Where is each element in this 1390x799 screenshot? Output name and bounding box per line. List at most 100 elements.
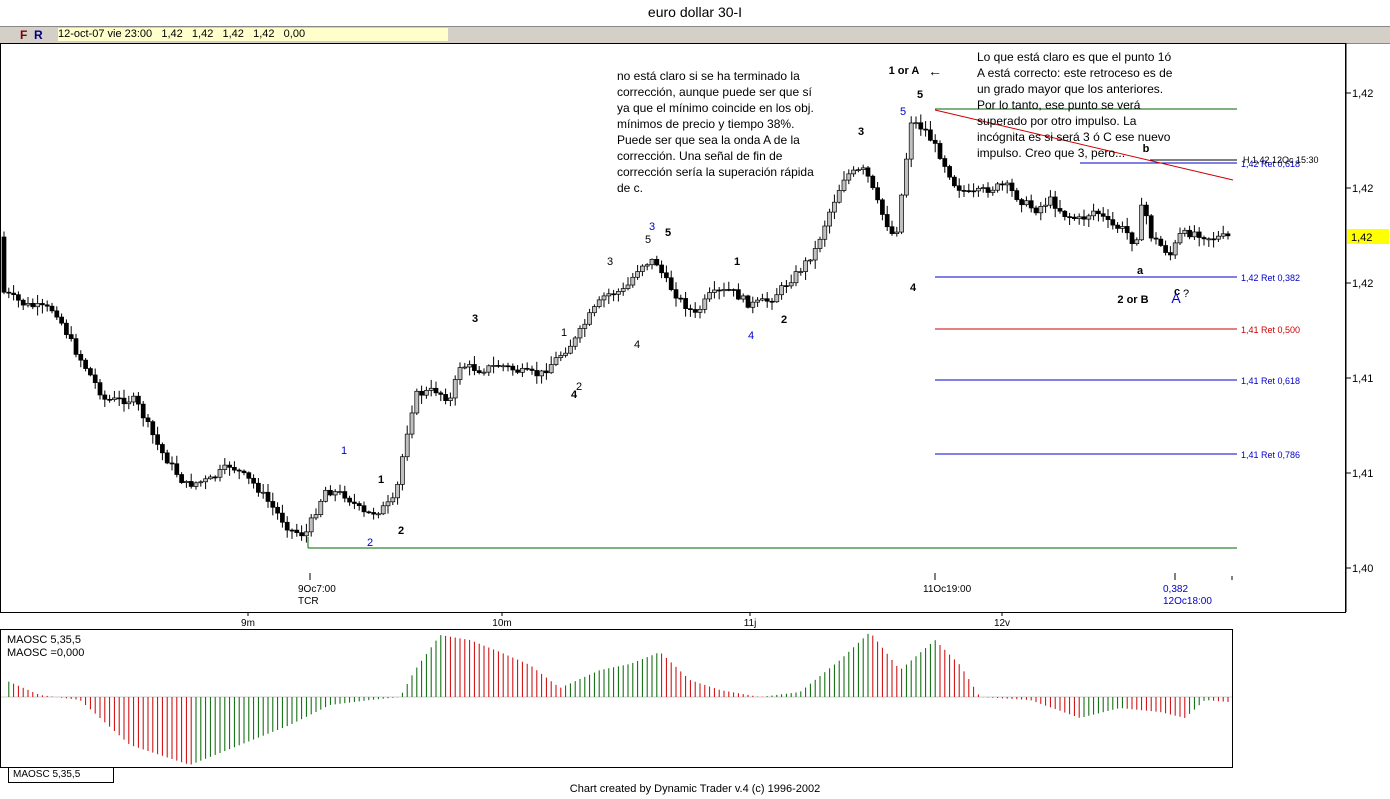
candle-body bbox=[673, 289, 679, 299]
wave-label: 1 bbox=[561, 327, 567, 339]
candle-body bbox=[668, 277, 674, 290]
candle-body bbox=[928, 129, 933, 141]
candle-body bbox=[169, 462, 175, 465]
candle-body bbox=[1110, 219, 1116, 226]
candle-body bbox=[203, 478, 208, 483]
candle-body bbox=[92, 374, 98, 383]
candle-body bbox=[553, 357, 559, 365]
candle-body bbox=[1144, 204, 1149, 217]
candle-body bbox=[347, 497, 352, 503]
candle-body bbox=[524, 367, 530, 370]
x-tick-label: 9m bbox=[241, 618, 255, 629]
candle-body bbox=[35, 303, 40, 308]
candle-body bbox=[136, 395, 141, 405]
candle-body bbox=[702, 298, 708, 310]
r-button[interactable]: R bbox=[34, 28, 43, 42]
candle-body bbox=[539, 370, 544, 377]
candle-body bbox=[606, 293, 612, 297]
candle-body bbox=[577, 328, 583, 339]
candle-body bbox=[212, 476, 218, 479]
candle-body bbox=[126, 401, 132, 405]
candle-body bbox=[534, 370, 540, 377]
candle-body bbox=[908, 122, 914, 160]
candle-body bbox=[865, 167, 871, 177]
candle-body bbox=[294, 529, 300, 533]
candle-body bbox=[313, 514, 319, 519]
candle-body bbox=[1158, 238, 1164, 246]
wave-label: 2 bbox=[576, 381, 582, 393]
wave-label: 3 bbox=[858, 126, 864, 138]
candle-body bbox=[841, 179, 847, 191]
wave-label: A bbox=[1171, 290, 1181, 306]
wave-label: 5 bbox=[917, 89, 923, 101]
candle-body bbox=[496, 365, 501, 367]
candle-body bbox=[284, 521, 290, 531]
candle-body bbox=[1057, 208, 1063, 212]
candle-body bbox=[544, 370, 549, 374]
candle-body bbox=[904, 158, 909, 196]
candle-body bbox=[236, 469, 242, 472]
candle-body bbox=[1100, 213, 1106, 217]
candle-body bbox=[491, 365, 496, 367]
candle-body bbox=[745, 295, 751, 308]
candle-body bbox=[97, 382, 103, 396]
y-tick-label: 1,41 bbox=[1352, 373, 1373, 385]
candles bbox=[1, 114, 1231, 543]
candle-body bbox=[817, 238, 823, 249]
candle-body bbox=[361, 505, 367, 513]
candle-body bbox=[308, 517, 314, 533]
candle-body bbox=[726, 289, 732, 291]
candle-body bbox=[1206, 238, 1212, 241]
candle-body bbox=[716, 289, 722, 292]
time-mark-label: 11Oc19:00 bbox=[923, 584, 972, 595]
candle-body bbox=[275, 506, 280, 514]
fib-label: 1,41 Ret 0,618 bbox=[1241, 376, 1300, 386]
candle-body bbox=[1187, 229, 1192, 238]
candle-body bbox=[692, 309, 698, 313]
wave-label: 2 bbox=[367, 537, 373, 549]
candle-body bbox=[851, 169, 856, 175]
candle-body bbox=[1033, 207, 1039, 214]
wave-label: 3 bbox=[472, 313, 478, 325]
candle-body bbox=[644, 264, 650, 267]
candle-body bbox=[683, 298, 688, 309]
candle-body bbox=[880, 199, 885, 215]
candle-body bbox=[419, 390, 424, 396]
candle-body bbox=[438, 392, 444, 395]
candle-body bbox=[870, 175, 876, 189]
candle-body bbox=[1048, 196, 1053, 206]
wave-label: 5 bbox=[645, 234, 651, 246]
high-marker-label: H 1,42 12Oc 15:30 bbox=[1243, 155, 1319, 165]
tab-maosc[interactable]: MAOSC 5,35,5 bbox=[8, 768, 114, 783]
candle-body bbox=[424, 390, 429, 396]
trend-line bbox=[934, 109, 1234, 181]
candle-body bbox=[1028, 200, 1034, 209]
candle-body bbox=[1168, 252, 1173, 256]
candle-body bbox=[404, 433, 410, 458]
candle-body bbox=[808, 259, 813, 262]
candle-body bbox=[529, 368, 535, 371]
candle-body bbox=[385, 501, 391, 507]
candle-body bbox=[54, 310, 60, 318]
candle-body bbox=[1124, 226, 1130, 234]
candle-body bbox=[1067, 216, 1072, 218]
candle-body bbox=[112, 397, 117, 400]
wave-label: 2 bbox=[781, 314, 787, 326]
candle-body bbox=[251, 477, 256, 484]
candle-body bbox=[827, 211, 832, 227]
candle-body bbox=[793, 271, 799, 284]
candle-body bbox=[601, 295, 607, 301]
wave-label: 1 or A bbox=[889, 65, 920, 77]
candle-body bbox=[812, 248, 818, 261]
candle-body bbox=[894, 231, 900, 234]
candle-body bbox=[280, 512, 285, 523]
f-button[interactable]: F bbox=[20, 28, 28, 42]
candle-body bbox=[1052, 196, 1058, 209]
fib-label: 1,42 Ret 0,618 bbox=[1241, 159, 1300, 169]
y-tick-label: 1,41 bbox=[1352, 468, 1373, 480]
candle-body bbox=[616, 291, 621, 295]
candle-body bbox=[784, 285, 789, 287]
candle-body bbox=[832, 201, 837, 213]
candle-body bbox=[193, 482, 199, 487]
